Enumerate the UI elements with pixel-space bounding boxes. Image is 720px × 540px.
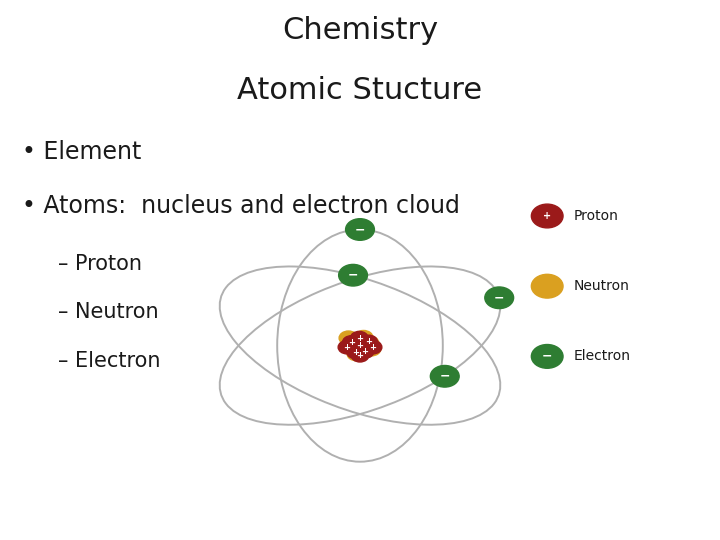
Text: +: +: [543, 211, 552, 221]
Text: • Element: • Element: [22, 140, 141, 164]
Text: +: +: [348, 338, 355, 347]
Circle shape: [356, 345, 374, 358]
Text: – Neutron: – Neutron: [58, 302, 158, 322]
Text: +: +: [369, 343, 377, 352]
Circle shape: [339, 331, 358, 345]
Text: −: −: [439, 370, 450, 383]
Circle shape: [341, 335, 360, 349]
Circle shape: [343, 336, 360, 349]
Text: – Electron: – Electron: [58, 351, 160, 371]
Circle shape: [485, 287, 513, 308]
Circle shape: [351, 349, 369, 362]
Circle shape: [351, 332, 368, 345]
Circle shape: [531, 345, 563, 368]
Text: −: −: [355, 223, 365, 236]
Text: +: +: [356, 341, 364, 350]
Text: −: −: [542, 350, 552, 363]
Circle shape: [360, 336, 379, 350]
Text: Electron: Electron: [574, 349, 631, 363]
Circle shape: [362, 342, 381, 356]
Circle shape: [364, 341, 382, 354]
Text: +: +: [361, 347, 369, 356]
Text: • Atoms:  nucleus and electron cloud: • Atoms: nucleus and electron cloud: [22, 194, 459, 218]
Circle shape: [347, 346, 364, 359]
Text: +: +: [343, 343, 351, 352]
Circle shape: [354, 330, 373, 345]
Text: Neutron: Neutron: [574, 279, 630, 293]
Text: −: −: [494, 291, 505, 304]
Circle shape: [338, 341, 356, 354]
Circle shape: [531, 204, 563, 228]
Text: – Proton: – Proton: [58, 254, 142, 274]
Text: +: +: [365, 338, 372, 346]
Text: Proton: Proton: [574, 209, 618, 223]
Circle shape: [531, 274, 563, 298]
Circle shape: [431, 366, 459, 387]
Text: Chemistry: Chemistry: [282, 16, 438, 45]
Text: Atomic Stucture: Atomic Stucture: [238, 76, 482, 105]
Circle shape: [338, 265, 367, 286]
Circle shape: [347, 347, 366, 361]
Text: +: +: [356, 334, 363, 342]
Text: +: +: [352, 348, 359, 356]
Text: +: +: [356, 351, 364, 360]
Text: −: −: [348, 269, 359, 282]
Circle shape: [346, 219, 374, 240]
Circle shape: [351, 334, 369, 348]
Circle shape: [360, 335, 377, 348]
Circle shape: [348, 341, 366, 355]
Circle shape: [351, 339, 369, 352]
